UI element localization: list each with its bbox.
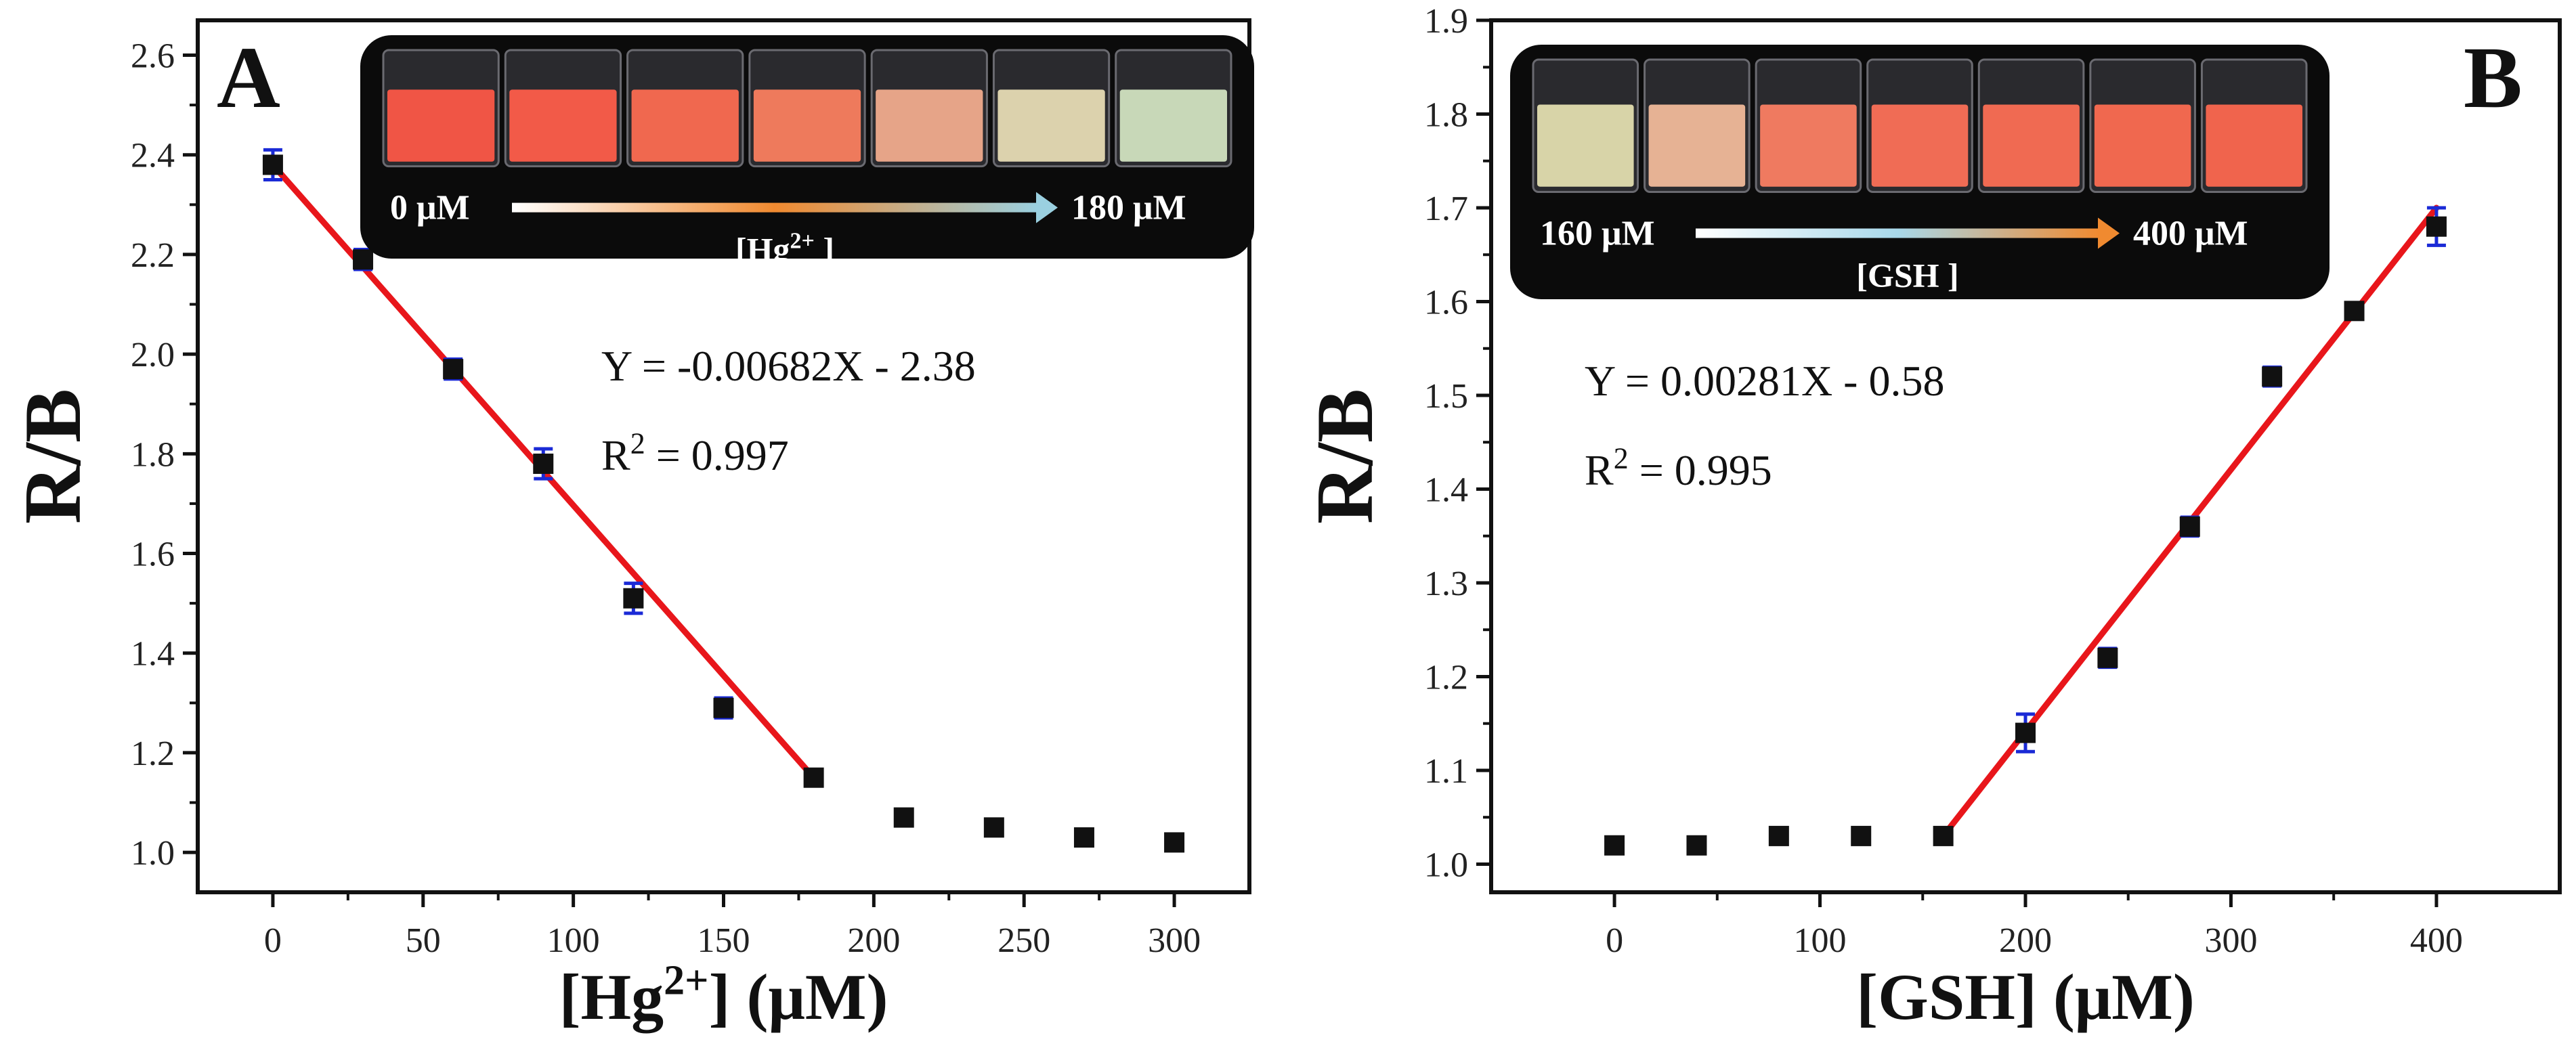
data-point — [623, 588, 644, 609]
y-axis-title: R/B — [1300, 389, 1390, 524]
inset-photo: 0 μM 180 μM [Hg2+ ] — [360, 35, 1254, 269]
r-squared: R2 = 0.995 — [1585, 442, 1772, 494]
vial-solution — [1119, 89, 1227, 162]
x-tick-label: 150 — [697, 921, 750, 960]
x-tick-label: 250 — [997, 921, 1050, 960]
x-tick-label: 200 — [1999, 921, 2052, 960]
data-point — [262, 154, 283, 175]
y-tick-label: 1.4 — [131, 635, 175, 674]
y-tick-label: 1.0 — [1424, 846, 1468, 884]
y-tick-label: 1.6 — [1424, 283, 1468, 322]
data-point — [1851, 825, 1872, 846]
vial-solution — [876, 89, 983, 162]
vial-solution — [1983, 104, 2080, 187]
data-point — [2015, 722, 2036, 743]
y-tick-label: 2.2 — [131, 236, 175, 275]
fit-equation: Y = -0.00682X - 2.38 — [601, 342, 976, 390]
data-point — [2097, 647, 2118, 668]
x-tick-label: 300 — [2204, 921, 2257, 960]
y-tick-label: 2.0 — [131, 336, 175, 374]
inset-end-label: 180 μM — [1071, 189, 1186, 227]
data-point — [353, 249, 374, 270]
data-point — [893, 807, 914, 828]
y-tick-label: 1.1 — [1424, 752, 1468, 791]
data-point — [2344, 301, 2365, 322]
y-tick-label: 1.9 — [1424, 2, 1468, 41]
x-tick-label: 300 — [1148, 921, 1201, 960]
inset-start-label: 0 μM — [390, 189, 470, 227]
data-point — [1686, 835, 1707, 856]
x-axis-title: [GSH] (μM) — [1856, 961, 2195, 1033]
data-point — [443, 359, 464, 380]
y-tick-label: 1.5 — [1424, 377, 1468, 416]
y-tick-label: 1.6 — [131, 535, 175, 574]
chart-panel-b: 0 100 200 300 400 1.0 1.1 1.2 1.3 1.4 1.5 1.6 1.7 1.8… — [1300, 2, 2562, 1033]
gradient-arrow-head — [1036, 192, 1058, 223]
y-tick-label: 1.2 — [1424, 658, 1468, 697]
y-tick-label: 1.2 — [131, 735, 175, 773]
y-tick-label: 2.6 — [131, 37, 175, 76]
y-tick-label: 2.4 — [131, 137, 175, 175]
data-point — [533, 454, 554, 475]
vial-solution — [1648, 104, 1746, 187]
x-axis-title: [Hg2+] (μM) — [559, 958, 888, 1033]
y-tick-label: 1.4 — [1424, 471, 1468, 509]
data-point — [1604, 835, 1625, 856]
x-tick-label: 400 — [2410, 921, 2463, 960]
vial-solution — [1537, 104, 1634, 187]
data-point — [1933, 825, 1954, 846]
chart-panel-a: 0 50 100 150 200 250 300 1.0 1.2 1.4 1.6 1.8 2.0 2.2 2… — [7, 18, 1254, 1033]
data-point — [983, 817, 1004, 838]
x-tick-label: 50 — [406, 921, 441, 960]
inset-analyte-label: [Hg2+ ] — [735, 229, 834, 269]
inset-analyte-label: [GSH ] — [1856, 257, 1958, 294]
data-point — [1073, 827, 1094, 848]
y-tick-label: 1.8 — [131, 435, 175, 474]
y-tick-label: 1.3 — [1424, 565, 1468, 603]
vial-solution — [997, 89, 1105, 162]
vial-solution — [2206, 104, 2302, 187]
x-tick-label: 100 — [547, 921, 600, 960]
data-point — [2426, 216, 2447, 237]
x-tick-label: 0 — [1606, 921, 1623, 960]
data-point — [713, 697, 734, 718]
vial-solution — [753, 89, 861, 162]
data-point — [2262, 366, 2283, 387]
vial-solution — [1871, 104, 1969, 187]
panel-letter: B — [2464, 29, 2523, 127]
gradient-arrow — [1696, 228, 2099, 238]
vial-solution — [387, 89, 495, 162]
vial-solution — [509, 89, 617, 162]
data-point — [803, 767, 824, 788]
y-tick-label: 1.7 — [1424, 190, 1468, 228]
inset-end-label: 400 μM — [2133, 215, 2248, 253]
x-tick-label: 0 — [264, 921, 282, 960]
vial-solution — [631, 89, 739, 162]
y-tick-label: 1.8 — [1424, 95, 1468, 134]
y-axis-title: R/B — [7, 389, 98, 524]
gradient-arrow — [512, 202, 1037, 213]
data-point — [2179, 516, 2200, 537]
gradient-arrow-head — [2098, 217, 2120, 249]
y-tick-label: 1.0 — [131, 834, 175, 873]
inset-start-label: 160 μM — [1540, 215, 1655, 253]
vial-solution — [2094, 104, 2191, 187]
x-tick-label: 200 — [847, 921, 900, 960]
r-squared: R2 = 0.997 — [601, 427, 789, 479]
data-point — [1768, 825, 1789, 846]
fit-equation: Y = 0.00281X - 0.58 — [1585, 357, 1944, 405]
vial-solution — [1760, 104, 1857, 187]
data-point — [1164, 832, 1185, 853]
panel-letter: A — [217, 29, 280, 127]
x-tick-label: 100 — [1794, 921, 1847, 960]
inset-photo: 160 μM 400 μM [GSH ] — [1510, 45, 2330, 299]
